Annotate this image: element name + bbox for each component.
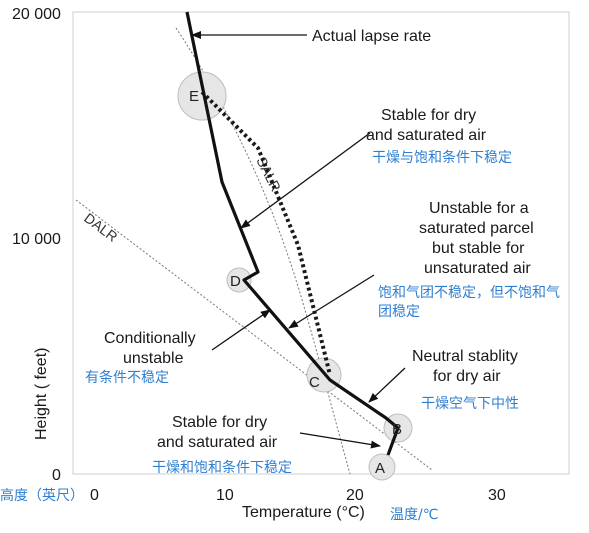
- arrow-stable-bottom: [299, 432, 381, 449]
- label-unstable-sat-3: but stable for: [432, 240, 525, 257]
- point-e-letter: E: [189, 88, 199, 105]
- label-unstable-sat-4: unsaturated air: [424, 260, 531, 277]
- label-stable-top-chinese: 干燥与饱和条件下稳定: [372, 149, 512, 166]
- point-e-circle: [177, 71, 227, 121]
- label-unstable-sat-2: saturated parcel: [419, 220, 534, 237]
- label-stable-bottom-2: and saturated air: [157, 434, 278, 451]
- arrow-conditional: [211, 309, 271, 351]
- label-actual-lapse-rate: Actual lapse rate: [312, 28, 431, 45]
- label-stable-top-1: Stable for dry: [381, 107, 476, 124]
- arrow-stable-top: [240, 132, 371, 229]
- y-tick-10000: 10 000: [12, 231, 61, 248]
- x-axis-label: Temperature (°C): [242, 504, 365, 521]
- x-tick-20: 20: [346, 487, 364, 504]
- x-tick-0: 0: [90, 487, 99, 504]
- label-neutral-1: Neutral stablity: [412, 348, 518, 365]
- y-tick-20000: 20 000: [12, 6, 61, 23]
- arrow-neutral: [368, 367, 406, 403]
- y-axis-label: Height ( feet): [33, 348, 50, 440]
- y-axis-label-chinese: 高度（英尺）: [0, 487, 84, 504]
- arrow-unstable-sat: [288, 274, 375, 329]
- point-d-letter: D: [230, 273, 241, 290]
- label-unstable-sat-chinese-2: 团稳定: [378, 304, 420, 320]
- label-stable-top-2: and saturated air: [366, 127, 487, 144]
- label-conditional-1: Conditionally: [104, 330, 196, 347]
- actual-lapse-rate-line: [185, 11, 400, 456]
- label-stable-bottom-1: Stable for dry: [172, 414, 267, 431]
- point-c-letter: C: [309, 374, 320, 391]
- parcel-path: [200, 90, 332, 376]
- label-stable-bottom-chinese: 干燥和饱和条件下稳定: [152, 459, 292, 476]
- label-unstable-sat-1: Unstable for a: [429, 200, 529, 217]
- label-neutral-2: for dry air: [433, 368, 501, 385]
- salr-label: SALR: [253, 154, 284, 194]
- label-conditional-2: unstable: [123, 350, 184, 367]
- point-d-circle: [226, 267, 252, 293]
- y-tick-0: 0: [52, 467, 61, 484]
- point-a-circle: [368, 453, 396, 481]
- dalr-line: [75, 199, 433, 471]
- point-a-letter: A: [375, 460, 385, 477]
- x-tick-10: 10: [216, 487, 234, 504]
- label-unstable-sat-chinese-1: 饱和气团不稳定，但不饱和气: [378, 285, 560, 301]
- label-neutral-chinese: 干燥空气下中性: [421, 396, 519, 412]
- point-b-letter: B: [392, 421, 402, 438]
- label-conditional-chinese: 有条件不稳定: [85, 369, 169, 386]
- x-axis-label-chinese: 温度/℃: [390, 507, 438, 523]
- x-tick-30: 30: [488, 487, 506, 504]
- dalr-label: DALR: [81, 210, 120, 245]
